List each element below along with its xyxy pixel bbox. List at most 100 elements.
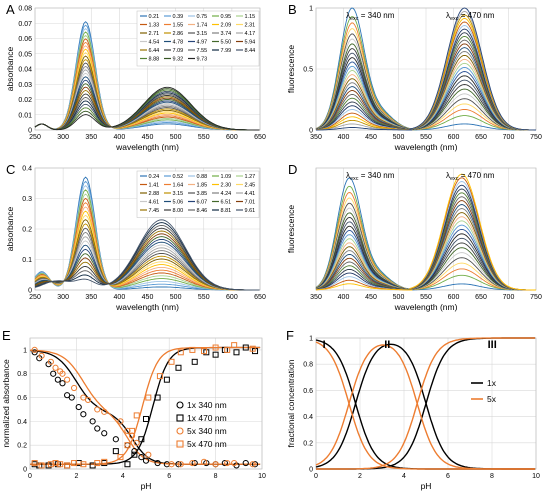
legend-label: 0.39: [173, 14, 184, 20]
fit-line: [30, 346, 261, 465]
panel-letter: A: [6, 2, 15, 17]
data-point: [231, 342, 238, 349]
x-axis-label: wavelength (nm): [115, 302, 179, 312]
emission-line-470: [409, 7, 536, 131]
legend-label: 5x 340 nm: [187, 426, 227, 436]
emission-line-340: [315, 283, 413, 291]
x-tick-label: 300: [57, 294, 69, 301]
x-tick-label: 400: [114, 134, 126, 141]
data-point: [212, 344, 219, 351]
legend-label: 7.09: [173, 48, 184, 54]
legend-label: 1x 340 nm: [187, 400, 227, 410]
data-point: [124, 461, 131, 468]
y-tick-label: 0.8: [17, 371, 27, 378]
panel-D: 350 400 450 500 550 600 650 700 750 wavelength (n…: [286, 167, 542, 312]
emission-line-470: [409, 21, 536, 131]
legend-label: 1.27: [245, 174, 256, 180]
data-point: [71, 460, 78, 467]
legend-marker: [176, 414, 184, 422]
y-tick-label: 0: [23, 467, 27, 474]
data-point: [52, 364, 59, 371]
plot-frame: [34, 167, 261, 291]
plot-frame: [34, 7, 261, 131]
data-point: [138, 436, 145, 443]
legend-label: 2.88: [149, 191, 160, 197]
x-tick-label: 350: [310, 294, 322, 301]
data-point: [212, 461, 219, 468]
legend-label: 0.75: [197, 14, 208, 20]
legend-label: 6.07: [197, 200, 208, 206]
plot-frame: [315, 167, 537, 291]
legend-label: 2.31: [245, 23, 256, 29]
panel-A: 250 300 350 400 450 500 550 600 650 0 0.01 0.02 0.03…: [5, 6, 266, 153]
legend-label: 4.17: [245, 31, 256, 37]
panel-C: 250 300 350 400 450 500 550 600 650 0 0.1 0.2 0.3 0.4…: [5, 166, 266, 313]
data-point: [80, 461, 87, 468]
y-tick-label: 0.2: [17, 443, 27, 450]
legend-label: 8.46: [197, 208, 208, 214]
data-point: [201, 348, 207, 355]
legend-label: 8.88: [149, 57, 160, 63]
excitation-label-340: λexc = 340 nm: [346, 171, 395, 182]
legend-label: 0.88: [197, 174, 208, 180]
legend-label: 9.73: [197, 57, 208, 63]
legend-label: 4.97: [197, 40, 208, 46]
data-point: [154, 459, 161, 467]
legend-label: 2.09: [221, 23, 232, 29]
y-tick-label: 0: [28, 128, 32, 135]
data-point: [177, 461, 184, 468]
legend-label: 3.15: [173, 191, 184, 197]
data-point: [80, 411, 87, 418]
data-point: [68, 394, 75, 401]
legend-label: 1.41: [149, 183, 160, 189]
species-label: II: [384, 339, 390, 351]
x-tick-label: 650: [254, 134, 266, 141]
x-tick-label: 350: [310, 134, 322, 141]
legend-label: 3.15: [197, 31, 208, 37]
data-point: [101, 458, 108, 465]
x-tick-label: 650: [475, 134, 487, 141]
x-tick-label: 600: [448, 134, 460, 141]
data-point: [189, 346, 196, 353]
data-point: [133, 439, 140, 446]
x-tick-label: 550: [198, 134, 210, 141]
x-tick-label: 550: [420, 294, 432, 301]
y-tick-label: 0.6: [303, 388, 313, 395]
data-point: [47, 358, 54, 365]
data-point: [59, 380, 66, 387]
y-tick-label: 0.8: [303, 362, 313, 369]
spectrum-line: [34, 86, 260, 131]
y-tick-label: 0.2: [22, 227, 32, 234]
legend-label: 1.55: [173, 23, 184, 29]
data-point: [94, 460, 101, 467]
legend-label: 5x 470 nm: [187, 439, 227, 449]
legend-label: 1.64: [173, 183, 184, 189]
legend-label: 9.61: [245, 208, 256, 214]
legend-label: 5.94: [245, 40, 256, 46]
y-tick-label: 0.07: [18, 21, 32, 28]
x-axis-label: wavelength (nm): [115, 142, 179, 152]
data-point: [145, 394, 152, 401]
legend-label: 4.41: [245, 191, 256, 197]
x-tick-label: 550: [198, 294, 210, 301]
data-point: [233, 349, 240, 356]
data-point: [189, 459, 196, 467]
x-tick-label: 0: [314, 473, 318, 480]
panel-letter: C: [6, 162, 15, 177]
data-point: [168, 358, 175, 365]
data-point: [54, 376, 61, 383]
x-tick-label: 500: [393, 294, 405, 301]
x-tick-label: 650: [475, 294, 487, 301]
panel-letter: F: [286, 328, 294, 343]
data-point: [175, 461, 182, 468]
emission-line-340: [316, 127, 413, 131]
legend-label: 2.86: [173, 31, 184, 37]
x-tick-label: 700: [503, 134, 515, 141]
legend-label: 1x 470 nm: [187, 413, 227, 423]
x-tick-label: 10: [258, 473, 266, 480]
x-tick-label: 2: [74, 473, 78, 480]
y-tick-label: 0.4: [303, 414, 313, 421]
legend-label: 4.61: [149, 200, 160, 206]
legend-label: 2.30: [221, 183, 232, 189]
